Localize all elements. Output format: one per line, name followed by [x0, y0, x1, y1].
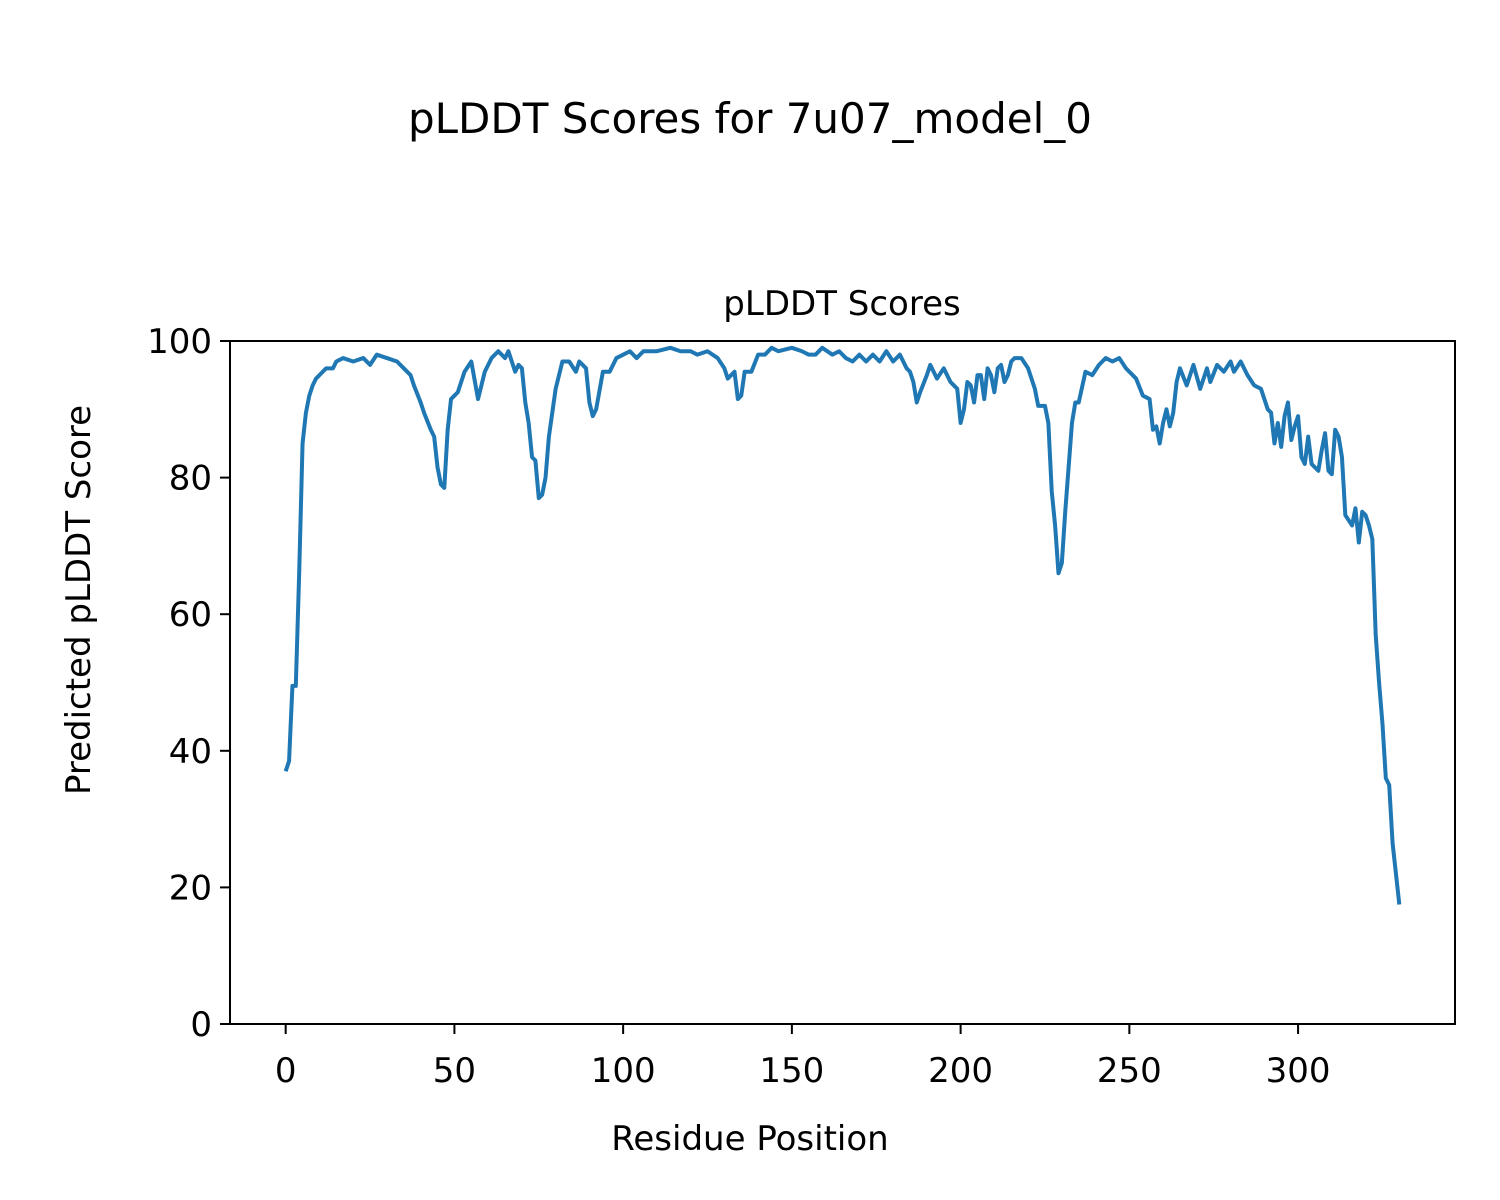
x-tick-label: 300	[1266, 1051, 1331, 1091]
line-series	[283, 345, 1402, 905]
y-tick-label: 80	[169, 459, 212, 499]
x-tick-label: 0	[275, 1051, 297, 1091]
x-tick-label: 250	[1097, 1051, 1162, 1091]
y-tick-label: 40	[169, 732, 212, 772]
y-tick-label: 100	[147, 322, 212, 362]
axes-title: pLDDT Scores	[723, 284, 960, 324]
x-tick-label: 50	[433, 1051, 476, 1091]
y-axis-label: Predicted pLDDT Score	[59, 405, 99, 795]
x-tick-label: 200	[928, 1051, 993, 1091]
y-tick-label: 0	[190, 1005, 212, 1045]
x-axis-label: Residue Position	[611, 1119, 888, 1159]
y-tick-label: 20	[169, 868, 212, 908]
suptitle: pLDDT Scores for 7u07_model_0	[408, 94, 1092, 143]
y-tick-label: 60	[169, 595, 212, 635]
x-tick-label: 100	[591, 1051, 656, 1091]
plot-frame	[229, 340, 1456, 1025]
x-tick-label: 150	[759, 1051, 824, 1091]
